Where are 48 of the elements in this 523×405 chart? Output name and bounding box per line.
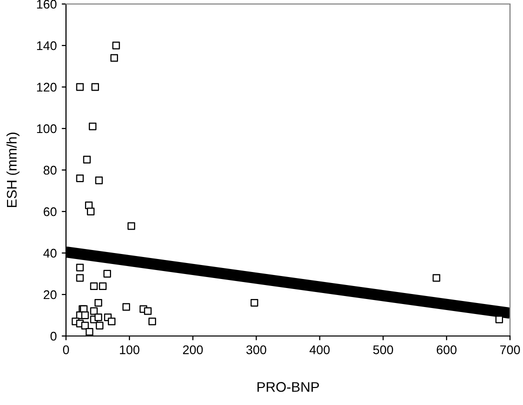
x-tick-label: 200 [183, 345, 203, 354]
point [76, 264, 84, 272]
x-tick-label: 300 [246, 345, 266, 354]
point [81, 311, 89, 320]
y-tick-label: 140 [37, 41, 56, 50]
x-tick-label: 500 [373, 345, 394, 354]
x-tick-label: 700 [500, 345, 520, 354]
point [112, 42, 120, 50]
x-tick-label: 100 [120, 345, 140, 354]
point [108, 318, 116, 326]
point [90, 307, 98, 315]
point [110, 54, 118, 62]
x-axis-title: PRO-BNP [258, 382, 319, 392]
y-tick-label: 100 [37, 124, 56, 134]
y-axis-title: ESH (mm/h) [6, 132, 20, 208]
point [83, 156, 91, 164]
point [250, 298, 258, 307]
point [81, 322, 89, 330]
x-tick-label: 0 [63, 345, 69, 354]
point [76, 83, 84, 91]
point [76, 174, 84, 182]
y-tick-label: 80 [44, 166, 56, 175]
point [103, 270, 112, 278]
point [86, 328, 94, 336]
point [122, 303, 130, 311]
y-tick-label: 20 [44, 290, 56, 300]
point [90, 282, 98, 290]
x-tick-label: 400 [310, 345, 330, 354]
point [432, 274, 440, 282]
point [128, 222, 136, 230]
point [148, 318, 156, 326]
point [95, 176, 103, 184]
point [94, 314, 102, 322]
point [86, 208, 95, 216]
point [91, 83, 99, 91]
point [144, 307, 152, 315]
point [495, 316, 504, 324]
x-tick-label: 600 [436, 345, 457, 354]
y-tick-label: 120 [37, 82, 56, 92]
y-tick-label: 160 [37, 0, 56, 9]
point [94, 298, 102, 307]
y-tick-label: 0 [50, 332, 56, 341]
point [88, 122, 96, 130]
point [76, 274, 84, 282]
y-tick-label: 40 [43, 248, 56, 258]
point [96, 322, 104, 330]
y-tick-label: 60 [44, 207, 56, 216]
point [98, 282, 107, 290]
